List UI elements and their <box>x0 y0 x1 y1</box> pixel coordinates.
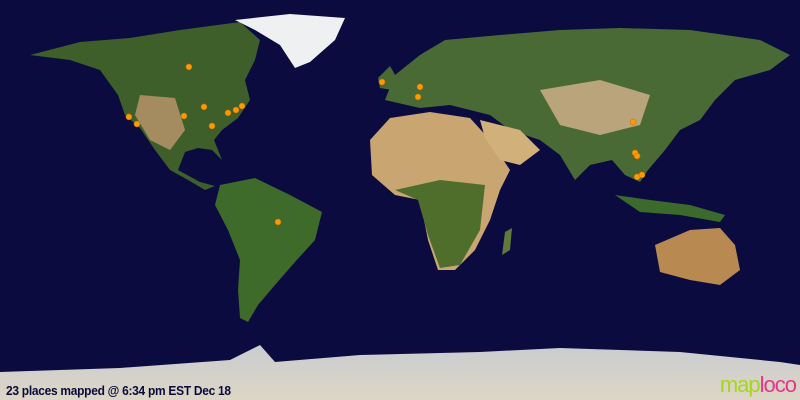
madagascar <box>502 228 512 255</box>
place-marker[interactable] <box>416 83 424 91</box>
indonesia <box>615 195 725 222</box>
place-marker[interactable] <box>208 122 216 130</box>
place-marker[interactable] <box>274 218 282 226</box>
greenland <box>235 14 345 68</box>
asia-plateau <box>540 80 650 135</box>
place-marker[interactable] <box>378 78 386 86</box>
place-marker[interactable] <box>200 103 208 111</box>
africa-forest <box>395 180 485 268</box>
place-marker[interactable] <box>185 63 193 71</box>
antarctica <box>0 345 800 400</box>
place-marker[interactable] <box>224 109 232 117</box>
na-desert <box>135 95 185 150</box>
place-marker[interactable] <box>180 112 188 120</box>
australia <box>655 228 740 285</box>
places-mapped-caption: 23 places mapped @ 6:34 pm EST Dec 18 <box>6 383 231 398</box>
logo-map: map <box>719 372 761 397</box>
place-marker[interactable] <box>232 106 240 114</box>
logo-loco: loco <box>759 372 797 397</box>
place-marker[interactable] <box>638 171 646 179</box>
place-marker[interactable] <box>133 120 141 128</box>
arabia <box>480 120 540 165</box>
place-marker[interactable] <box>633 152 641 160</box>
place-marker[interactable] <box>125 113 133 121</box>
place-marker[interactable] <box>238 102 246 110</box>
place-marker[interactable] <box>414 93 422 101</box>
marker-layer <box>125 63 646 226</box>
south-america <box>215 178 322 322</box>
place-marker[interactable] <box>629 118 637 126</box>
maploco-logo[interactable]: maploco <box>719 372 797 398</box>
